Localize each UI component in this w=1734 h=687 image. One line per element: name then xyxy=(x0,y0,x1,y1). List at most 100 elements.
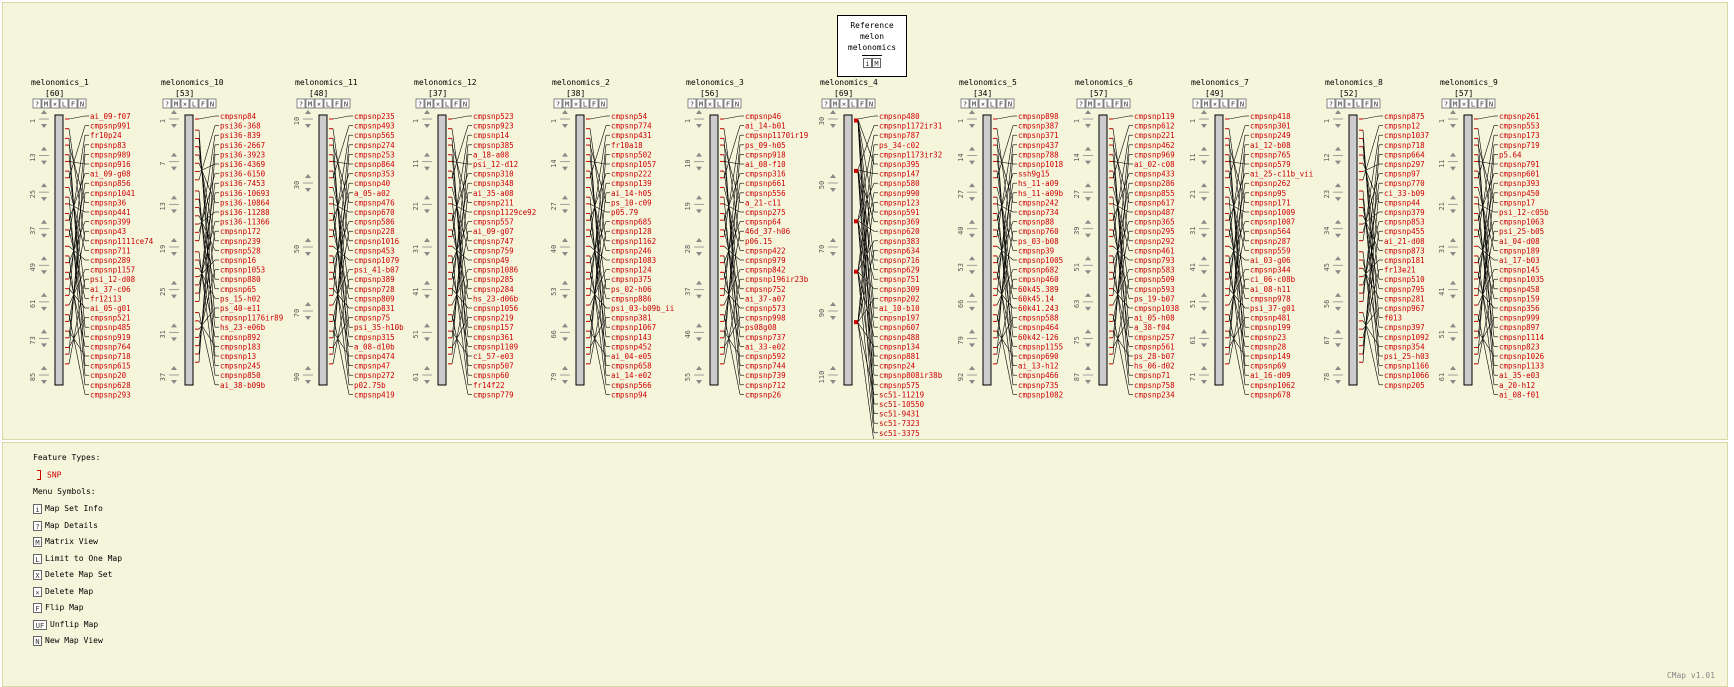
feature-label[interactable]: cmpsnp272 xyxy=(354,371,395,380)
feature-label[interactable]: cmpsnp1037 xyxy=(1384,131,1429,140)
feature-label[interactable]: ai_05-g01 xyxy=(90,304,131,313)
feature-label[interactable]: cmpsnp1007 xyxy=(1250,218,1295,227)
feature-label[interactable]: ai_25-c11b_vii xyxy=(1250,170,1313,179)
scroll-down-icon[interactable] xyxy=(696,124,702,128)
map-button[interactable] xyxy=(857,98,867,109)
map-button[interactable] xyxy=(1335,98,1345,109)
map-button[interactable] xyxy=(553,98,563,109)
feature-label[interactable]: cmpsnp20 xyxy=(90,371,127,380)
feature-label[interactable]: cmpsnp281 xyxy=(1384,294,1425,303)
feature-label[interactable]: cmpsnp94 xyxy=(611,390,648,399)
chromosome-bar[interactable] xyxy=(1348,114,1358,386)
feature-label[interactable]: cmpsnp629 xyxy=(879,266,920,275)
feature-label[interactable]: cmpsnp788 xyxy=(1018,150,1059,159)
scroll-down-icon[interactable] xyxy=(969,233,975,238)
feature-label[interactable]: hs_11-a09b xyxy=(1018,189,1064,198)
feature-label[interactable]: cmpsnp476 xyxy=(354,198,395,207)
feature-label[interactable]: cmpsnp923 xyxy=(473,122,514,131)
feature-label[interactable]: ci_06-c08b xyxy=(1250,275,1296,284)
feature-label[interactable]: psi36-839 xyxy=(220,131,261,140)
feature-label[interactable]: ps_09-h05 xyxy=(745,141,786,150)
feature-label[interactable]: cmpsnp385 xyxy=(473,141,514,150)
feature-label[interactable]: p02.75b xyxy=(354,381,386,390)
scroll-down-icon[interactable] xyxy=(171,124,177,128)
feature-label[interactable]: cmpsnp348 xyxy=(473,179,514,188)
scroll-down-icon[interactable] xyxy=(1201,380,1207,384)
feature-label[interactable]: cmpsnp916 xyxy=(90,160,131,169)
feature-label[interactable]: cmpsnp172 xyxy=(220,227,261,236)
scroll-down-icon[interactable] xyxy=(305,124,311,128)
feature-label[interactable]: psi36-10693 xyxy=(220,189,270,198)
feature-label[interactable]: ai_05-h08 xyxy=(1134,314,1175,323)
scroll-up-icon[interactable] xyxy=(1335,329,1341,334)
feature-label[interactable]: cmpsnp75 xyxy=(354,314,390,323)
feature-label[interactable]: psi36-3923 xyxy=(220,150,265,159)
scroll-down-icon[interactable] xyxy=(171,380,177,384)
map-name[interactable]: melonomics_4 xyxy=(820,78,878,87)
feature-label[interactable]: psi_25-h03 xyxy=(1384,352,1429,361)
feature-label[interactable]: ps_15-h02 xyxy=(220,294,261,303)
feature-label[interactable]: ai_35-a08 xyxy=(473,189,514,198)
map-button[interactable] xyxy=(162,98,172,109)
map-name[interactable]: melonomics_8 xyxy=(1325,78,1383,87)
map-name[interactable]: melonomics_3 xyxy=(686,78,744,87)
feature-label[interactable]: cmpsnp69 xyxy=(1250,362,1286,371)
feature-label[interactable]: cmpsnp452 xyxy=(611,342,652,351)
map-button[interactable] xyxy=(866,98,876,109)
scroll-up-icon[interactable] xyxy=(1201,256,1207,261)
scroll-down-icon[interactable] xyxy=(1450,124,1456,128)
feature-label[interactable]: cmpsnp617 xyxy=(1134,198,1175,207)
chromosome-bar[interactable] xyxy=(1214,114,1224,386)
feature-label[interactable]: cmpsnp998 xyxy=(745,314,786,323)
feature-label[interactable]: cmpsnp1170ir19 xyxy=(745,131,808,140)
scroll-down-icon[interactable] xyxy=(424,124,430,128)
feature-label[interactable]: cmpsnp575 xyxy=(879,381,920,390)
map-button[interactable] xyxy=(1201,98,1211,109)
feature-label[interactable]: cmpsnp462 xyxy=(1134,141,1175,150)
scroll-down-icon[interactable] xyxy=(1450,166,1456,171)
feature-label[interactable]: cmpsnp123 xyxy=(879,198,920,207)
scroll-down-icon[interactable] xyxy=(41,160,47,165)
feature-label[interactable]: cmpsnp371 xyxy=(1018,131,1059,140)
feature-label[interactable]: cmpsnp183 xyxy=(220,342,261,351)
feature-label[interactable]: fr12i13 xyxy=(90,294,122,303)
feature-label[interactable]: cmpsnp143 xyxy=(611,333,652,342)
feature-label[interactable]: cmpsnp83 xyxy=(90,141,126,150)
feature-label[interactable]: cmpsnp418 xyxy=(1250,112,1291,121)
feature-label[interactable]: ssh9g15 xyxy=(1018,170,1050,179)
feature-label[interactable]: cmpsnp528 xyxy=(220,246,261,255)
feature-label[interactable]: ai_04-e05 xyxy=(611,352,652,361)
feature-label[interactable]: a_20-h12 xyxy=(1499,381,1535,390)
scroll-up-icon[interactable] xyxy=(171,195,177,200)
feature-label[interactable]: cmpsnp134 xyxy=(879,342,920,351)
feature-label[interactable]: cmpsnp795 xyxy=(1384,285,1425,294)
map-button[interactable] xyxy=(171,98,181,109)
feature-label[interactable]: cmpsnp453 xyxy=(354,246,395,255)
scroll-up-icon[interactable] xyxy=(562,152,568,157)
feature-label[interactable]: cmpsnp1016 xyxy=(354,237,400,246)
scroll-up-icon[interactable] xyxy=(1450,152,1456,157)
scroll-down-icon[interactable] xyxy=(969,124,975,128)
scroll-down-icon[interactable] xyxy=(424,252,430,256)
feature-label[interactable]: cmpsnp205 xyxy=(1384,381,1425,390)
feature-label[interactable]: cmpsnp84 xyxy=(220,112,257,121)
feature-label[interactable]: cmpsnp1079 xyxy=(354,256,399,265)
feature-label[interactable]: cmpsnp678 xyxy=(1250,390,1291,399)
scroll-down-icon[interactable] xyxy=(1450,337,1456,342)
map-button[interactable] xyxy=(77,98,87,109)
map-button[interactable] xyxy=(424,98,434,109)
map-name[interactable]: melonomics_5 xyxy=(959,78,1017,87)
feature-label[interactable]: ai_13-h12 xyxy=(1018,362,1059,371)
feature-label[interactable]: cmpsnp759 xyxy=(473,246,514,255)
scroll-up-icon[interactable] xyxy=(1450,323,1456,328)
map-button[interactable] xyxy=(598,98,608,109)
scroll-up-icon[interactable] xyxy=(41,256,47,261)
scroll-up-icon[interactable] xyxy=(1085,146,1091,151)
feature-label[interactable]: ci_57-e03 xyxy=(473,352,514,361)
scroll-up-icon[interactable] xyxy=(562,366,568,370)
scroll-up-icon[interactable] xyxy=(171,152,177,157)
feature-label[interactable]: cmpsnp437 xyxy=(1018,141,1059,150)
feature-label[interactable]: cmpsnp734 xyxy=(1018,208,1059,217)
feature-label[interactable]: cmpsnp978 xyxy=(1250,294,1291,303)
feature-label[interactable]: cmpsnp685 xyxy=(611,218,652,227)
